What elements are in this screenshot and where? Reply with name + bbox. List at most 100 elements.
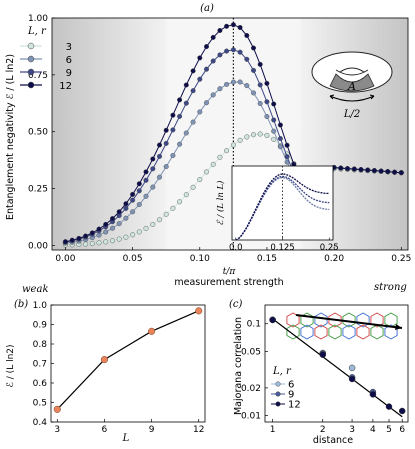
series-point-L3	[177, 199, 183, 205]
lattice-hexagon	[356, 312, 370, 328]
legend-marker-L12	[27, 81, 35, 89]
torus-region-a	[329, 73, 375, 92]
series-point-L9	[230, 47, 236, 53]
series-point-L9	[150, 166, 156, 172]
panel-b-xtick-label: 12	[193, 425, 204, 435]
series-point-L6	[170, 152, 176, 158]
legend-marker-L6	[27, 55, 35, 63]
series-point-L9	[143, 177, 149, 183]
panel-b-ytick-label: 0.8	[33, 340, 48, 350]
panel-b-ytick-label: 0.5	[33, 399, 47, 409]
series-point-L9	[237, 49, 243, 55]
series-point-L12	[277, 122, 283, 128]
series-point-L12	[62, 239, 68, 245]
lattice-hexagon	[286, 312, 300, 328]
inset-series-line	[235, 175, 330, 241]
series-point-L9	[203, 66, 209, 72]
series-point-L3	[217, 154, 223, 160]
series-point-L3	[250, 132, 256, 138]
series-point-L12	[250, 45, 256, 51]
panel-a-ytick-label: 0.50	[28, 128, 48, 138]
series-point-L3	[103, 239, 109, 245]
series-point-L6	[197, 109, 203, 115]
series-point-L6	[136, 201, 142, 207]
series-point-L6	[96, 232, 102, 238]
series-point-L6	[224, 81, 230, 87]
series-point-L12	[385, 169, 391, 175]
series-point-L3	[136, 229, 142, 235]
panel-b-ytick-label: 0.6	[33, 379, 48, 389]
half-length-arrow	[329, 95, 375, 102]
series-point-L12	[150, 156, 156, 162]
series-point-L3	[237, 137, 243, 143]
series-point-L12	[197, 55, 203, 61]
lattice-hexagon	[328, 324, 342, 340]
legend-marker-L9	[27, 68, 35, 76]
series-point-L9	[244, 56, 250, 62]
region-a-label: A	[347, 80, 356, 93]
series-point-L12	[76, 235, 82, 241]
inset-xtick-label: 0.125	[270, 243, 294, 253]
inset-xtick-label: 0.25	[320, 243, 339, 253]
series-point-L3	[83, 241, 89, 247]
legend-label-L12: 12	[59, 81, 72, 92]
series-point-L12	[156, 142, 162, 148]
series-point-L12	[351, 166, 357, 172]
series-point-L3	[123, 234, 129, 240]
series-point-L12	[203, 44, 209, 50]
panel-b-line	[56, 310, 199, 410]
panel-b-ytick-label: 0.7	[33, 360, 47, 370]
series-point-L6	[109, 225, 115, 231]
panel-b-xtick-label: 3	[54, 425, 60, 435]
series-point-L12	[230, 22, 236, 28]
panel-b-ytick-label: 1.0	[33, 301, 48, 311]
series-point-L6	[230, 79, 236, 85]
panel-a-ytick-label: 0.25	[28, 185, 48, 195]
series-point-L12	[398, 170, 404, 176]
series-point-L3	[224, 148, 230, 154]
series-point-L6	[237, 79, 243, 85]
panel-c-title: (c)	[229, 299, 243, 310]
series-point-L6	[183, 130, 189, 136]
half-length-label: L/2	[343, 109, 360, 120]
series-point-L9	[217, 52, 223, 58]
panel-c-xtick-label: 6	[399, 425, 405, 435]
series-point-L12	[244, 33, 250, 39]
panel-a-frame	[51, 17, 409, 251]
strong-label: strong	[374, 282, 407, 293]
panel-a-ytick-label: 0.75	[28, 71, 48, 81]
panel-c-ytick-label: 0.01	[241, 412, 261, 422]
series-point-L9	[130, 197, 136, 203]
panel-a-xlabel2: measurement strength	[174, 277, 283, 288]
series-point-L12	[224, 23, 230, 29]
series-point-L6	[103, 229, 109, 235]
series-point-L6	[177, 141, 183, 147]
panel-b-ylabel: ℰ / (L ln2)	[6, 344, 16, 387]
legend-marker-L3	[27, 42, 35, 50]
series-point-L3	[170, 205, 176, 211]
panel-a-xlabel: t/π	[223, 267, 237, 277]
panel-c-point-L12	[319, 351, 327, 358]
panel-a-xtick-label: 0.15	[257, 254, 277, 264]
panel-b-point	[53, 405, 61, 413]
series-point-L3	[210, 161, 216, 167]
series-point-L12	[163, 127, 169, 133]
panel-b-ytick-label: 0.9	[33, 321, 48, 331]
series-point-L3	[116, 236, 122, 242]
series-point-L12	[83, 233, 89, 239]
panel-c-ytick-label: 0.1	[247, 320, 261, 330]
panel-b-xtick-label: 6	[102, 425, 108, 435]
series-point-L12	[210, 34, 216, 40]
series-point-L6	[143, 193, 149, 199]
legend-label-L3: 3	[66, 42, 72, 53]
panel-a-title: (a)	[200, 3, 214, 14]
panel-b-ytick-label: 0.4	[33, 418, 48, 428]
series-point-L3	[230, 142, 236, 148]
panel-c-point-L12	[385, 403, 393, 410]
panel-c-xtick-label: 2	[320, 425, 326, 435]
series-point-L12	[237, 25, 243, 31]
panel-c-xtick-label: 1	[270, 425, 276, 435]
series-point-L12	[365, 167, 371, 173]
series-point-L3	[109, 238, 115, 244]
